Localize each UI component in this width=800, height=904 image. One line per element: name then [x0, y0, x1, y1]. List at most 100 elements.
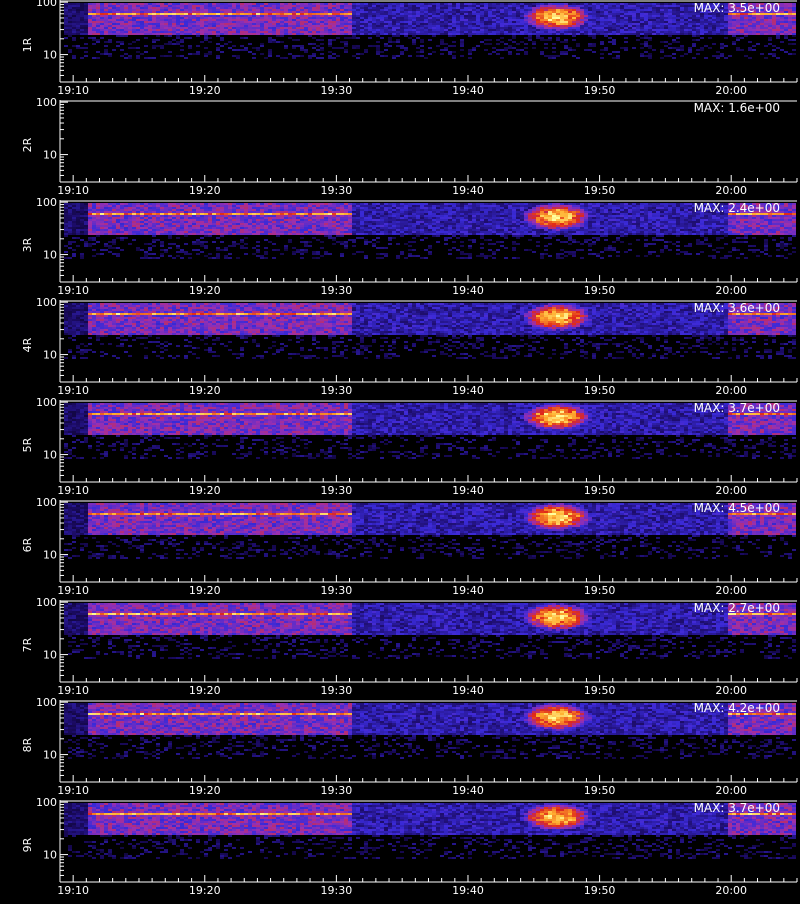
- heatmap-cell: [252, 211, 256, 213]
- heatmap-cell: [344, 29, 348, 31]
- heatmap-cell: [392, 57, 396, 59]
- heatmap-cell: [292, 25, 296, 27]
- heatmap-cell: [196, 51, 200, 53]
- heatmap-cell: [484, 33, 488, 35]
- heatmap-cell: [564, 27, 568, 29]
- heatmap-cell: [460, 31, 464, 33]
- heatmap-cell: [208, 3, 212, 5]
- heatmap-cell: [64, 207, 68, 209]
- heatmap-cell: [64, 21, 68, 23]
- heatmap-cell: [680, 25, 684, 27]
- heatmap-cell: [788, 27, 792, 29]
- heatmap-cell: [280, 25, 284, 27]
- heatmap-cell: [232, 21, 236, 23]
- heatmap-cell: [788, 29, 792, 31]
- heatmap-cell: [300, 19, 304, 21]
- heatmap-cell: [628, 33, 632, 35]
- heatmap-cell: [584, 23, 588, 25]
- heatmap-cell: [652, 9, 656, 11]
- heatmap-cell: [472, 49, 476, 51]
- heatmap-cell: [636, 39, 640, 41]
- heatmap-cell: [128, 43, 132, 45]
- y-tick-label: 100: [36, 96, 57, 109]
- heatmap-cell: [180, 215, 184, 217]
- heatmap-cell: [728, 15, 732, 17]
- heatmap-cell: [256, 25, 260, 27]
- heatmap-cell: [176, 23, 180, 25]
- heatmap-cell: [96, 205, 100, 207]
- heatmap-cell: [508, 7, 512, 9]
- heatmap-cell: [96, 231, 100, 233]
- heatmap-cell: [180, 257, 184, 259]
- heatmap-cell: [424, 57, 428, 59]
- heatmap-cell: [292, 23, 296, 25]
- heatmap-cell: [144, 219, 148, 221]
- heatmap-cell: [684, 3, 688, 5]
- heatmap-cell: [652, 7, 656, 9]
- heatmap-cell: [688, 7, 692, 9]
- heatmap-cell: [136, 207, 140, 209]
- heatmap-cell: [260, 233, 264, 235]
- heatmap-cell: [584, 15, 588, 17]
- heatmap-cell: [236, 19, 240, 21]
- x-tick-label: 19:40: [452, 184, 484, 197]
- heatmap-cell: [120, 215, 124, 217]
- heatmap-cell: [612, 3, 616, 5]
- heatmap-cell: [68, 31, 72, 33]
- heatmap-cell: [724, 27, 728, 29]
- heatmap-cell: [252, 25, 256, 27]
- heatmap-cell: [244, 221, 248, 223]
- heatmap-cell: [180, 5, 184, 7]
- heatmap-cell: [688, 11, 692, 13]
- heatmap-cell: [196, 7, 200, 9]
- heatmap-cell: [284, 219, 288, 221]
- heatmap-cell: [676, 7, 680, 9]
- heatmap-cell: [232, 215, 236, 217]
- heatmap-cell: [664, 41, 668, 43]
- heatmap-cell: [496, 5, 500, 7]
- heatmap-cell: [312, 7, 316, 9]
- heatmap-cell: [548, 13, 552, 15]
- heatmap-cell: [476, 45, 480, 47]
- heatmap-cell: [180, 211, 184, 213]
- heatmap-cell: [512, 9, 516, 11]
- heatmap-cell: [312, 5, 316, 7]
- heatmap-cell: [276, 55, 280, 57]
- heatmap-cell: [324, 217, 328, 219]
- heatmap-cell: [684, 11, 688, 13]
- heatmap-cell: [504, 49, 508, 51]
- heatmap-cell: [360, 33, 364, 35]
- heatmap-cell: [108, 15, 112, 17]
- heatmap-cell: [228, 225, 232, 227]
- heatmap-cell: [180, 27, 184, 29]
- heatmap-cell: [140, 21, 144, 23]
- heatmap-cell: [220, 217, 224, 219]
- heatmap-cells: [64, 3, 796, 59]
- heatmap-cell: [292, 27, 296, 29]
- heatmap-cell: [660, 17, 664, 19]
- heatmap-cell: [328, 213, 332, 215]
- heatmap-cell: [740, 33, 744, 35]
- heatmap-cell: [208, 253, 212, 255]
- heatmap-cell: [228, 205, 232, 207]
- heatmap-cell: [368, 31, 372, 33]
- heatmap-cell: [120, 227, 124, 229]
- max-label: MAX: 1.6e+00: [694, 101, 780, 115]
- x-tick-label: 19:10: [57, 84, 89, 97]
- heatmap-cell: [200, 223, 204, 225]
- heatmap-cell: [224, 33, 228, 35]
- heatmap-cell: [380, 33, 384, 35]
- heatmap-cell: [188, 13, 192, 15]
- heatmap-cell: [256, 7, 260, 9]
- heatmap-cell: [160, 225, 164, 227]
- heatmap-cell: [780, 41, 784, 43]
- heatmap-cell: [332, 39, 336, 41]
- heatmap-cell: [244, 7, 248, 9]
- heatmap-cell: [600, 17, 604, 19]
- heatmap-cell: [204, 227, 208, 229]
- heatmap-cell: [152, 213, 156, 215]
- heatmap-cell: [120, 3, 124, 5]
- heatmap-cell: [156, 203, 160, 205]
- heatmap-cell: [508, 27, 512, 29]
- heatmap-cell: [364, 3, 368, 5]
